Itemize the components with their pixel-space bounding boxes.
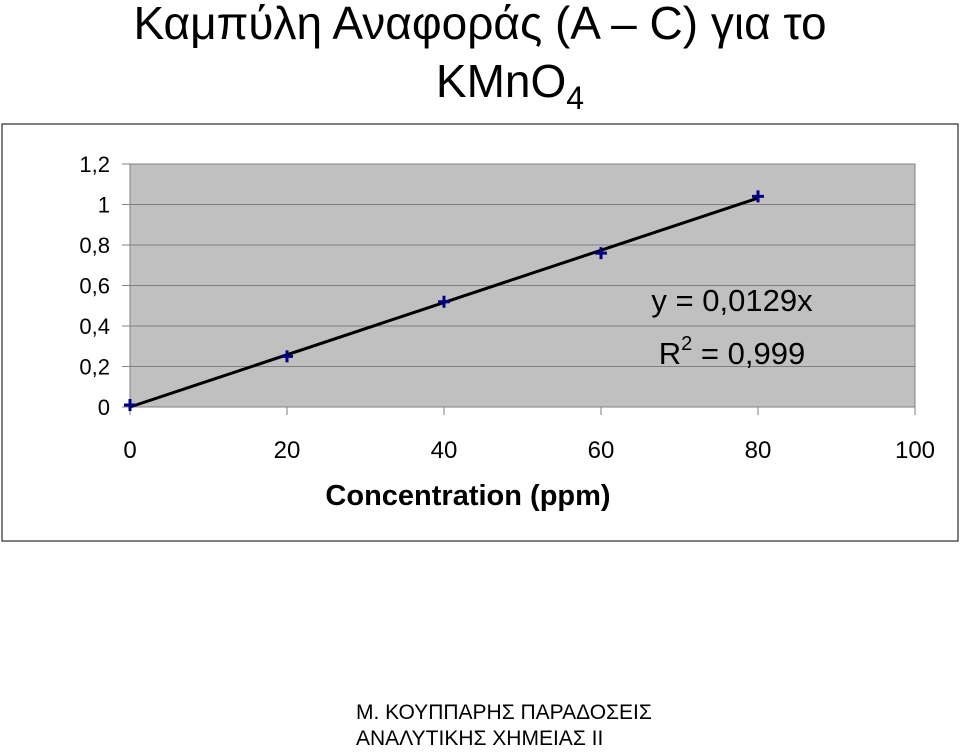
axes [122, 163, 916, 415]
y-tick-label: 0,2 [79, 355, 110, 380]
y-tick-label: 0,6 [79, 274, 110, 299]
y-axis-ticks: 0 0,2 0,4 0,6 0,8 1 1,2 [79, 152, 110, 420]
y-tick-label: 1,2 [79, 152, 110, 177]
r-squared-label: R2 = 0,999 [659, 333, 805, 371]
y-tick-label: 0,8 [79, 233, 110, 258]
footer-line1: Μ. ΚΟΥΠΠΑΡΗΣ ΠΑΡΑΔΟΣΕΙΣ [356, 701, 652, 724]
data-point [124, 398, 136, 411]
chart-title: Καμπύλη Αναφοράς (A – C) για το KMnO4 [0, 0, 960, 116]
data-point [438, 295, 450, 308]
data-point [281, 350, 293, 363]
gridlines [130, 163, 915, 367]
x-axis-ticks: 0 20 40 60 80 100 [123, 437, 935, 464]
x-tick-label: 60 [588, 437, 615, 464]
x-tick-label: 0 [123, 437, 136, 464]
footer-line2: ΑΝΑΛΥΤΙΚΗΣ ΧΗΜΕΙΑΣ ΙΙ [356, 727, 604, 750]
footer: Μ. ΚΟΥΠΠΑΡΗΣ ΠΑΡΑΔΟΣΕΙΣ ΑΝΑΛΥΤΙΚΗΣ ΧΗΜΕΙ… [356, 700, 676, 752]
data-point [595, 247, 607, 260]
y-tick-label: 0 [98, 395, 110, 420]
x-tick-label: 80 [745, 437, 772, 464]
chart-title-line1: Καμπύλη Αναφοράς (A – C) για το [133, 0, 827, 49]
x-tick-label: 100 [895, 437, 935, 464]
x-tick-label: 20 [274, 437, 301, 464]
data-point [752, 190, 764, 203]
trendline-equation: y = 0,0129x [651, 283, 813, 318]
x-tick-label: 40 [431, 437, 458, 464]
x-axis-label: Concentration (ppm) [325, 480, 610, 512]
data-markers [124, 190, 764, 411]
y-tick-label: 1 [98, 193, 110, 218]
chart-title-line2: KMnO4 [435, 55, 585, 116]
y-tick-label: 0,4 [79, 314, 110, 339]
